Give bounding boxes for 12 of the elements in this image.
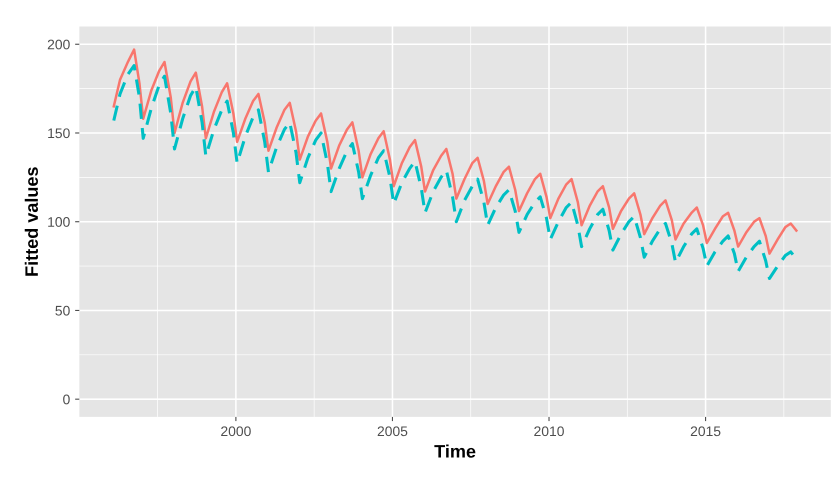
y-tick-label: 150 xyxy=(48,128,70,138)
y-tick-label: 200 xyxy=(48,40,70,50)
x-tick-label: 2005 xyxy=(378,426,408,436)
x-tick-label: 2010 xyxy=(534,426,564,436)
x-tick-label: 2000 xyxy=(221,426,251,436)
y-tick-label: 100 xyxy=(48,217,70,227)
x-tick-label: 2015 xyxy=(690,426,720,436)
y-axis-title: Fitted values xyxy=(24,167,38,276)
line-series xyxy=(112,48,798,255)
y-tick-label: 50 xyxy=(55,306,70,316)
x-axis-title: Time xyxy=(434,444,476,458)
y-tick-label: 0 xyxy=(63,394,70,404)
